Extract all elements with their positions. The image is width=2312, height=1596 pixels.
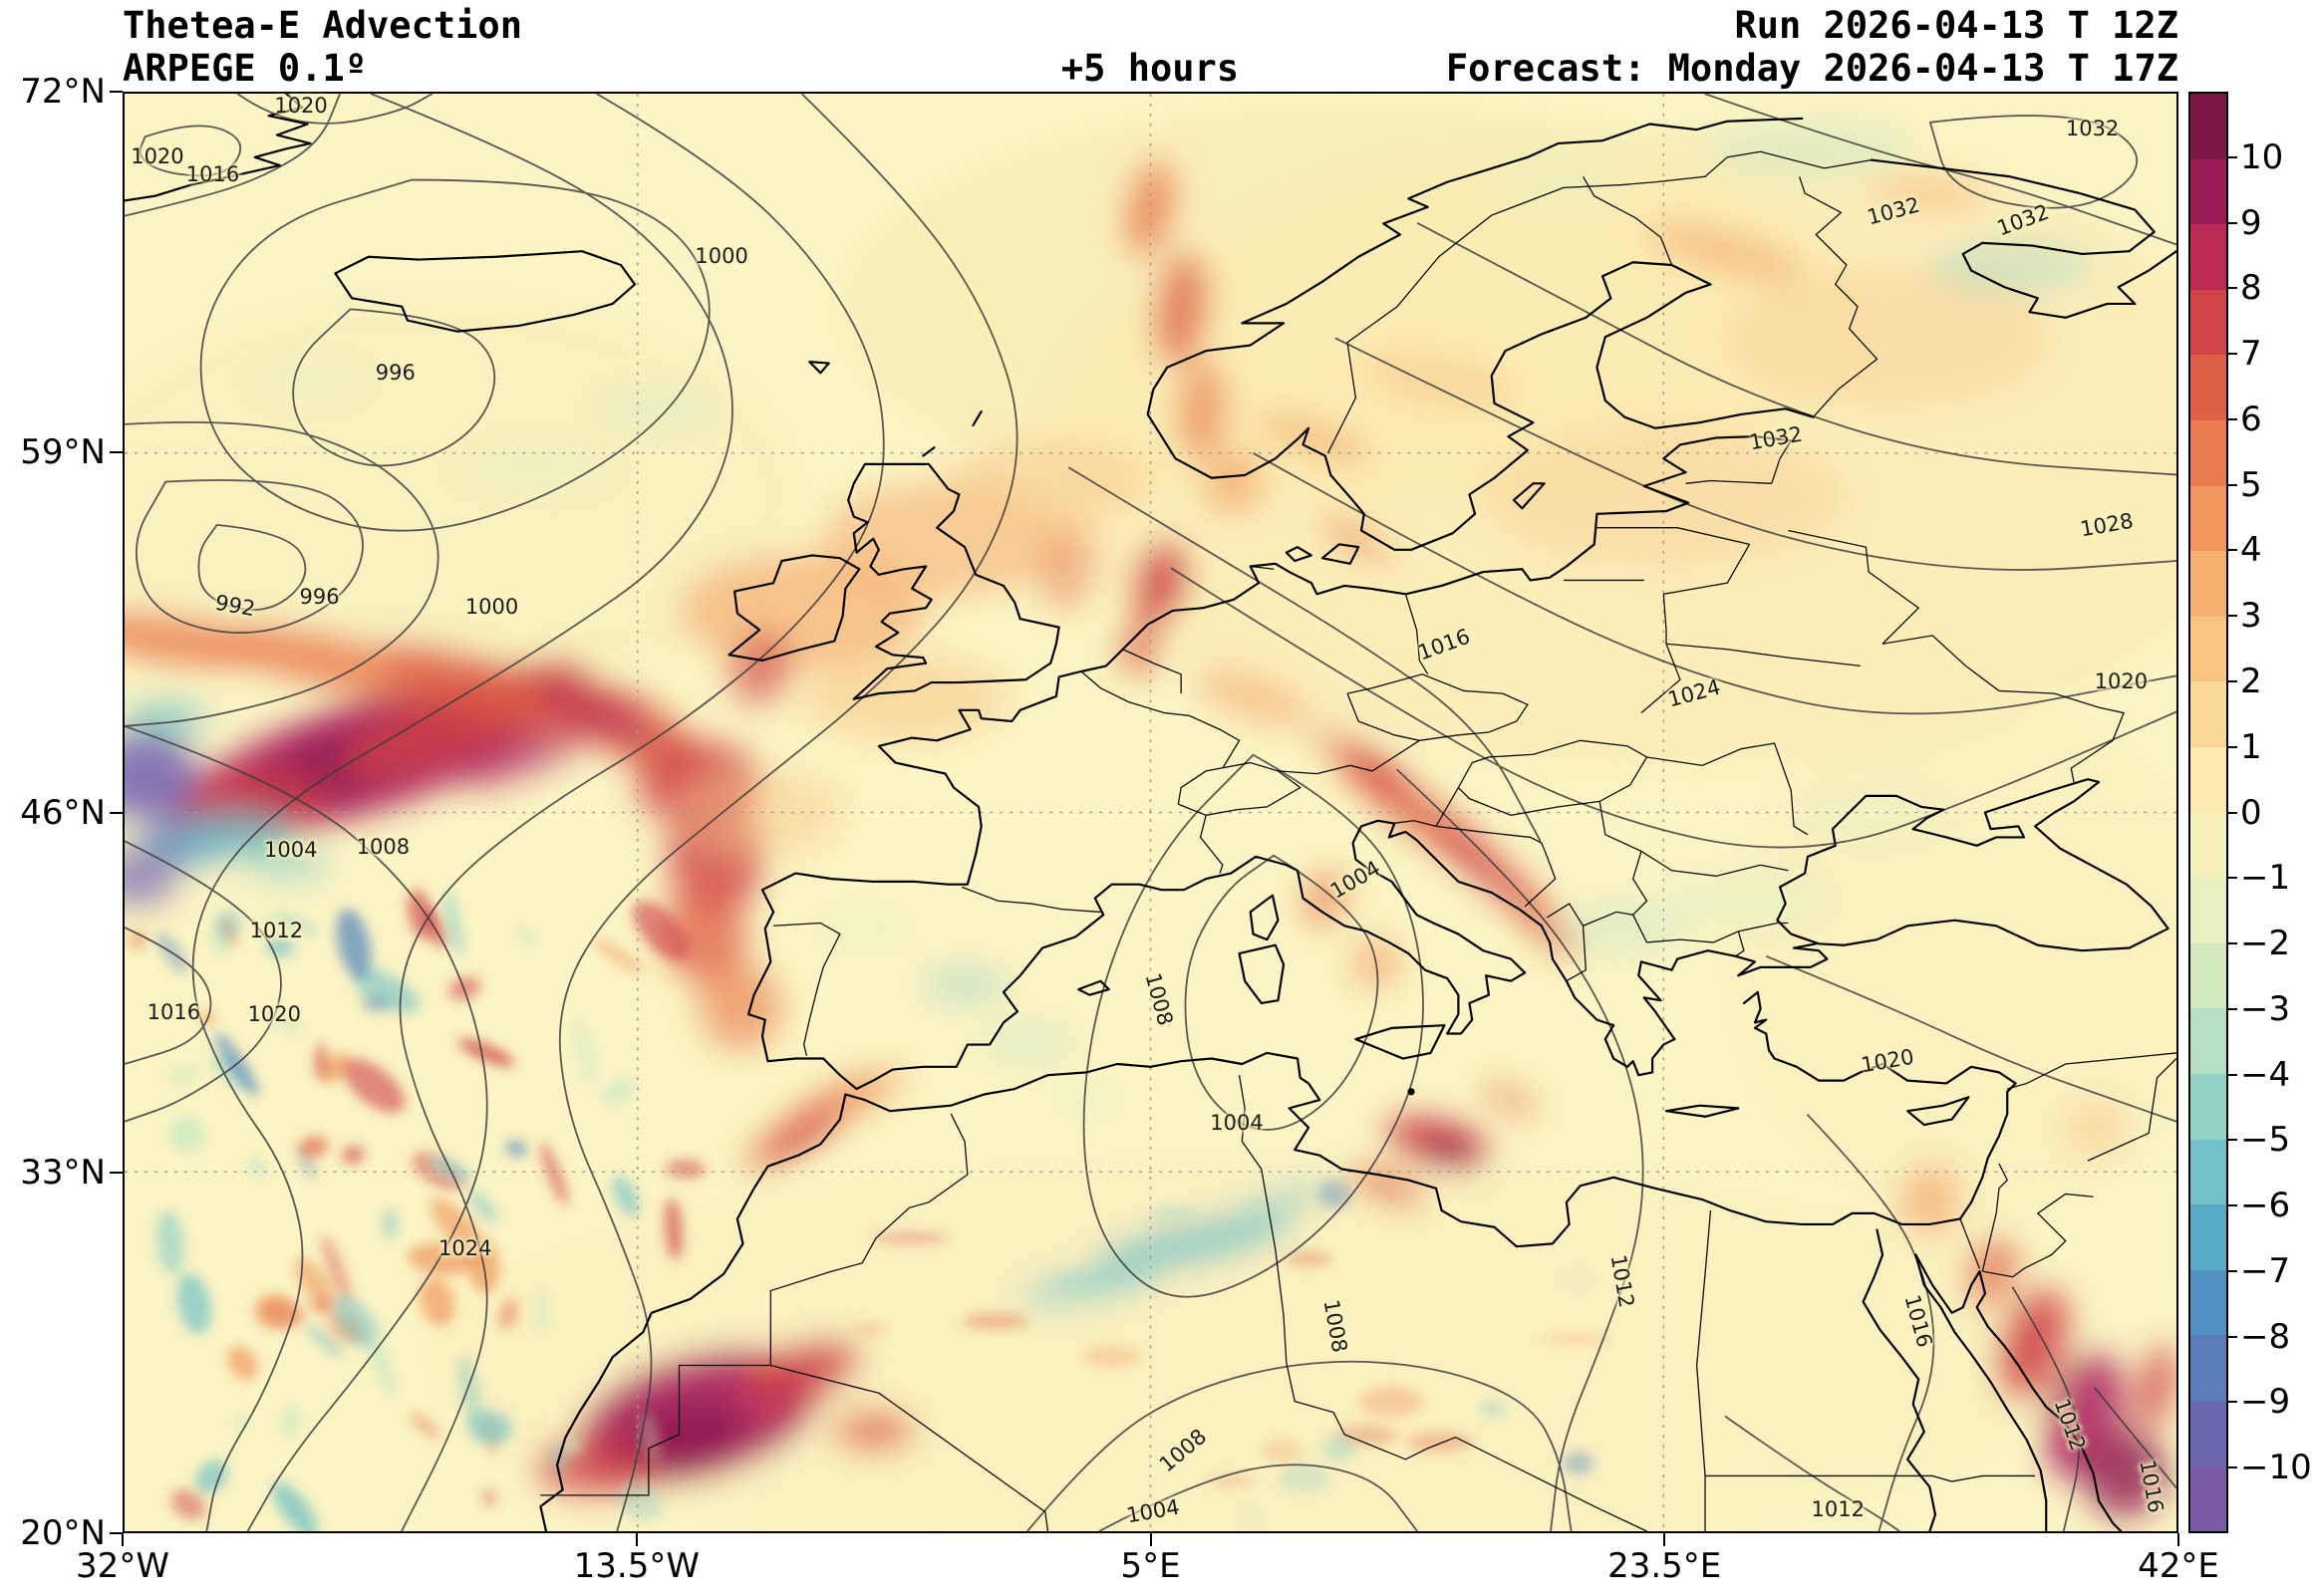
colorbar-tick-label: −2: [2240, 924, 2291, 964]
colorbar-tick-label: 8: [2240, 268, 2262, 309]
map-canvas: 1020 1020 1016 1000 996 992 996 1000 1004 1008 101…: [123, 92, 2178, 1533]
lat-tick: [110, 1172, 123, 1175]
colorbar-tick: [2228, 1269, 2237, 1272]
colorbar-tick: [2228, 353, 2237, 356]
lat-tick-label: 20°N: [20, 1513, 106, 1553]
colorbar-tick: [2228, 1007, 2237, 1010]
colorbar-segment: [2190, 94, 2226, 159]
colorbar-tick-label: 6: [2240, 399, 2262, 439]
colorbar: [2188, 92, 2228, 1533]
colorbar-tick: [2228, 155, 2237, 158]
lat-tick: [110, 91, 123, 93]
isobar-contours: [125, 94, 2176, 1531]
colorbar-tick: [2228, 1073, 2237, 1076]
colorbar-tick-label: 2: [2240, 661, 2262, 701]
lon-tick: [2177, 1533, 2179, 1546]
lon-tick-label: 32°W: [76, 1546, 169, 1586]
colorbar-tick: [2228, 942, 2237, 945]
colorbar-tick: [2228, 549, 2237, 552]
lead-time-label: +5 hours: [1060, 47, 1240, 90]
colorbar-tick: [2228, 483, 2237, 486]
colorbar-segment: [2190, 1465, 2226, 1532]
colorbar-segment: [2190, 1008, 2226, 1074]
colorbar-segment: [2190, 942, 2226, 1009]
colorbar-tick-label: −1: [2240, 858, 2291, 899]
colorbar-segment: [2190, 158, 2226, 225]
colorbar-tick-label: −6: [2240, 1186, 2291, 1226]
colorbar-segment: [2190, 355, 2226, 420]
lon-tick: [1663, 1533, 1666, 1546]
colorbar-tick-label: 5: [2240, 464, 2262, 505]
colorbar-tick: [2228, 1204, 2237, 1207]
lon-tick-label: 5°E: [1120, 1546, 1181, 1586]
colorbar-tick-label: −4: [2240, 1054, 2291, 1095]
colorbar-tick: [2228, 1335, 2237, 1338]
graticule: [125, 94, 2176, 1531]
colorbar-segment: [2190, 1139, 2226, 1205]
advection-speckles: [128, 889, 1615, 1531]
colorbar-segment: [2190, 1400, 2226, 1466]
colorbar-segment: [2190, 1073, 2226, 1140]
lon-tick-label: 13.5°W: [573, 1546, 700, 1586]
colorbar-tick: [2228, 1139, 2237, 1142]
colorbar-tick-label: 4: [2240, 530, 2262, 571]
colorbar-segment: [2190, 1269, 2226, 1336]
colorbar-segment: [2190, 616, 2226, 682]
lat-tick-label: 33°N: [20, 1153, 106, 1194]
colorbar-segment: [2190, 681, 2226, 747]
colorbar-tick-label: 10: [2240, 136, 2284, 177]
colorbar-tick-label: −5: [2240, 1120, 2291, 1161]
lat-tick-label: 59°N: [20, 431, 106, 472]
colorbar-tick: [2228, 221, 2237, 224]
colorbar-tick-label: 3: [2240, 596, 2262, 637]
coastlines: [125, 94, 2176, 1531]
colorbar-tick: [2228, 679, 2237, 682]
colorbar-segment: [2190, 1335, 2226, 1401]
colorbar-tick-label: −10: [2240, 1448, 2312, 1488]
chart-title: Thetea-E Advection: [123, 4, 522, 47]
colorbar-tick: [2228, 417, 2237, 420]
colorbar-segment: [2190, 1204, 2226, 1270]
forecast-label: Forecast: Monday 2026-04-13 T 17Z: [1445, 47, 2178, 90]
country-borders: [540, 150, 2176, 1531]
colorbar-tick: [2228, 811, 2237, 814]
colorbar-segment: [2190, 419, 2226, 486]
lat-tick: [110, 450, 123, 453]
colorbar-tick: [2228, 615, 2237, 618]
colorbar-segment: [2190, 224, 2226, 290]
run-label: Run 2026-04-13 T 12Z: [1734, 4, 2178, 47]
lon-tick: [1149, 1533, 1152, 1546]
colorbar-tick-label: −7: [2240, 1250, 2291, 1291]
colorbar-segment: [2190, 289, 2226, 356]
lon-tick: [122, 1533, 124, 1546]
colorbar-segment: [2190, 485, 2226, 552]
colorbar-tick-label: 1: [2240, 726, 2262, 767]
colorbar-tick-label: −9: [2240, 1382, 2291, 1423]
colorbar-segment: [2190, 746, 2226, 813]
colorbar-tick-label: 7: [2240, 334, 2262, 375]
colorbar-tick-label: 0: [2240, 792, 2262, 833]
colorbar-segment: [2190, 878, 2226, 943]
lat-tick: [110, 1532, 123, 1534]
lon-tick-label: 42°E: [2138, 1546, 2219, 1586]
colorbar-segment: [2190, 812, 2226, 879]
colorbar-tick: [2228, 287, 2237, 290]
colorbar-tick-label: 9: [2240, 202, 2262, 243]
lat-tick-label: 46°N: [20, 792, 106, 833]
colorbar-tick: [2228, 745, 2237, 748]
colorbar-tick-label: −8: [2240, 1316, 2291, 1357]
lon-tick: [635, 1533, 638, 1546]
colorbar-tick: [2228, 1401, 2237, 1404]
colorbar-tick: [2228, 877, 2237, 880]
map-plot: [125, 94, 2176, 1531]
lon-tick-label: 23.5°E: [1607, 1546, 1722, 1586]
colorbar-segment: [2190, 551, 2226, 617]
colorbar-tick: [2228, 1466, 2237, 1469]
lat-tick: [110, 811, 123, 814]
model-label: ARPEGE 0.1º: [123, 47, 368, 90]
lat-tick-label: 72°N: [20, 72, 106, 112]
colorbar-tick-label: −3: [2240, 988, 2291, 1029]
